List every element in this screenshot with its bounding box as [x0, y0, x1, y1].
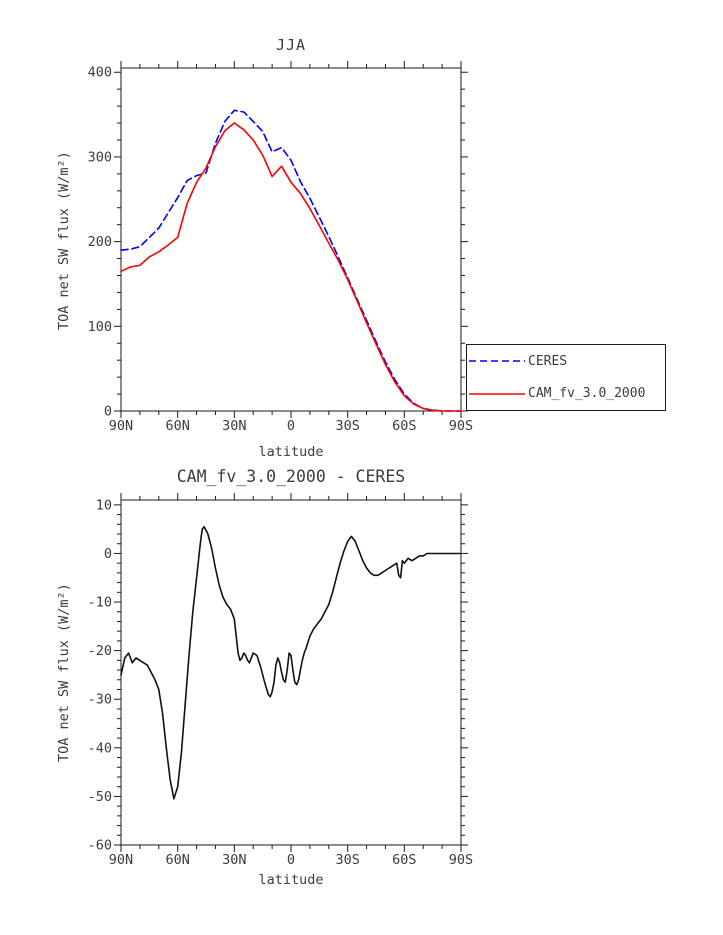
y-tick-label: 300 [88, 149, 112, 165]
x-tick-label: 0 [287, 418, 295, 434]
x-tick-label: 0 [287, 852, 295, 868]
x-tick-label: 60N [165, 418, 189, 434]
x-tick-label: 30N [222, 418, 246, 434]
y-tick-label: 400 [88, 65, 112, 81]
x-tick-label: 90S [449, 852, 473, 868]
legend: CERES CAM_fv_3.0_2000 [466, 344, 666, 411]
top-chart-canvas: 90N 60N 30N 0 30S 60S 90S 0 100 200 300 400 [88, 61, 474, 434]
tick-labels: 90N 60N 30N 0 30S 60S 90S 0 100 200 300 400 [88, 65, 474, 434]
y-tick-label: -20 [88, 643, 112, 659]
series-line-ceres [120, 109, 462, 412]
series-line-cam-fv-3-0-2000 [120, 122, 462, 412]
legend-entry: CERES [467, 346, 665, 376]
bottom-chart-canvas: 90N 60N 30N 0 30S 60S 90S 10 0 -10 -20 -30 -40 -50 -60 [88, 493, 474, 868]
legend-entry: CAM_fv_3.0_2000 [467, 379, 665, 409]
x-tick-label: 30S [335, 418, 359, 434]
x-tick-label: 30N [222, 852, 246, 868]
axes [114, 493, 468, 852]
y-tick-label: 10 [96, 497, 112, 513]
axes [114, 61, 468, 418]
y-tick-label: 0 [104, 404, 112, 420]
plot-frame [120, 67, 462, 412]
y-tick-label: 0 [104, 546, 112, 562]
top-chart-title: JJA [275, 36, 307, 54]
series-line-cam-fv-3-0-2000-ceres [120, 525, 462, 800]
y-tick-label: -40 [88, 740, 112, 756]
y-tick-label: -60 [88, 838, 112, 854]
x-tick-label: 30S [335, 852, 359, 868]
y-tick-label: 200 [88, 234, 112, 250]
bottom-chart-title: CAM_fv_3.0_2000 - CERES [176, 467, 406, 486]
legend-label: CERES [528, 353, 568, 369]
x-tick-label: 90N [109, 418, 133, 434]
x-tick-label: 60S [392, 852, 416, 868]
x-tick-label: 90S [449, 418, 473, 434]
top-xaxis-label: latitude [258, 444, 324, 460]
legend-line-sample-icon [469, 360, 525, 363]
y-tick-label: -10 [88, 595, 112, 611]
tick-labels: 90N 60N 30N 0 30S 60S 90S 10 0 -10 -20 -30 -40 -50 -60 [88, 497, 474, 868]
legend-label: CAM_fv_3.0_2000 [528, 386, 646, 402]
top-yaxis-label: TOA net SW flux (W/m²) [56, 151, 72, 330]
legend-line-sample-icon [469, 392, 525, 395]
bottom-xaxis-label: latitude [258, 872, 324, 888]
x-tick-label: 60S [392, 418, 416, 434]
x-tick-label: 90N [109, 852, 133, 868]
bottom-yaxis-label: TOA net SW flux (W/m²) [56, 583, 72, 762]
y-tick-label: -30 [88, 692, 112, 708]
y-tick-label: -50 [88, 789, 112, 805]
y-tick-label: 100 [88, 319, 112, 335]
x-tick-label: 60N [165, 852, 189, 868]
